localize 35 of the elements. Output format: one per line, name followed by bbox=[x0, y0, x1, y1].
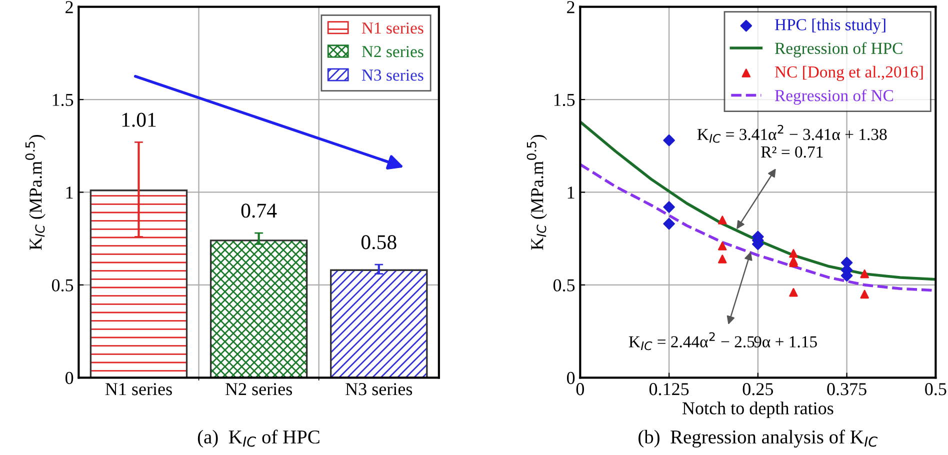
legend-label: Regression of NC bbox=[774, 89, 894, 105]
y-tick-label: 1 bbox=[568, 186, 574, 198]
x-tick-label: N2 series bbox=[225, 383, 292, 396]
annotation: K$_{IC}$ = 3.41α$^{2}$ − 3.41α + 1.38 R² = 0.71 bbox=[697, 124, 887, 158]
x-tick-label: N3 series bbox=[346, 383, 412, 396]
x-tick-label: 0.5 bbox=[925, 383, 946, 396]
y-tick-label: 2 bbox=[66, 1, 73, 14]
legend-label: N3 series bbox=[362, 70, 424, 81]
data-label: 1.01 bbox=[122, 112, 156, 127]
y-tick-label: 1.5 bbox=[52, 94, 74, 106]
y-tick-label: 2 bbox=[567, 1, 574, 14]
legend-label: NC [Dong et al.,2016] bbox=[774, 66, 923, 82]
y-tick-label: 0 bbox=[65, 372, 74, 384]
y-axis-title: K$_{IC}$ (MPa.m$^{0.5}$) bbox=[526, 134, 547, 250]
y-tick-label: 0.5 bbox=[52, 279, 74, 292]
y-tick-label: 1.5 bbox=[554, 94, 575, 106]
x-tick-label: 0.25 bbox=[742, 383, 774, 396]
legend-label: HPC [this study] bbox=[774, 18, 886, 34]
y-tick-label: 0 bbox=[566, 372, 575, 384]
data-label: 0.74 bbox=[241, 204, 277, 218]
x-tick-label: 0.125 bbox=[649, 383, 689, 396]
y-tick-label: 1 bbox=[66, 186, 73, 198]
data-label: 0.58 bbox=[361, 235, 396, 250]
text: (b) Regression analysis of K$_{IC}$ bbox=[638, 430, 878, 448]
x-axis-title: Notch to depth ratios bbox=[682, 402, 834, 418]
y-tick-label: 0.5 bbox=[553, 279, 575, 292]
legend-label: N2 series bbox=[362, 46, 424, 58]
x-tick-label: N1 series bbox=[105, 383, 172, 396]
annotation: K$_{IC}$ = 2.44α$^{2}$ − 2.59α + 1.15 bbox=[628, 332, 817, 350]
x-tick-label: 0.375 bbox=[827, 383, 866, 396]
x-tick-label: 0 bbox=[576, 383, 584, 396]
legend-label: Regression of HPC bbox=[774, 42, 902, 58]
text: (a) K$_{IC}$ of HPC bbox=[198, 430, 320, 448]
y-axis-title: K$_{IC}$ (MPa.m$^{0.5}$) bbox=[25, 134, 46, 250]
legend-label: N1 series bbox=[362, 22, 424, 34]
